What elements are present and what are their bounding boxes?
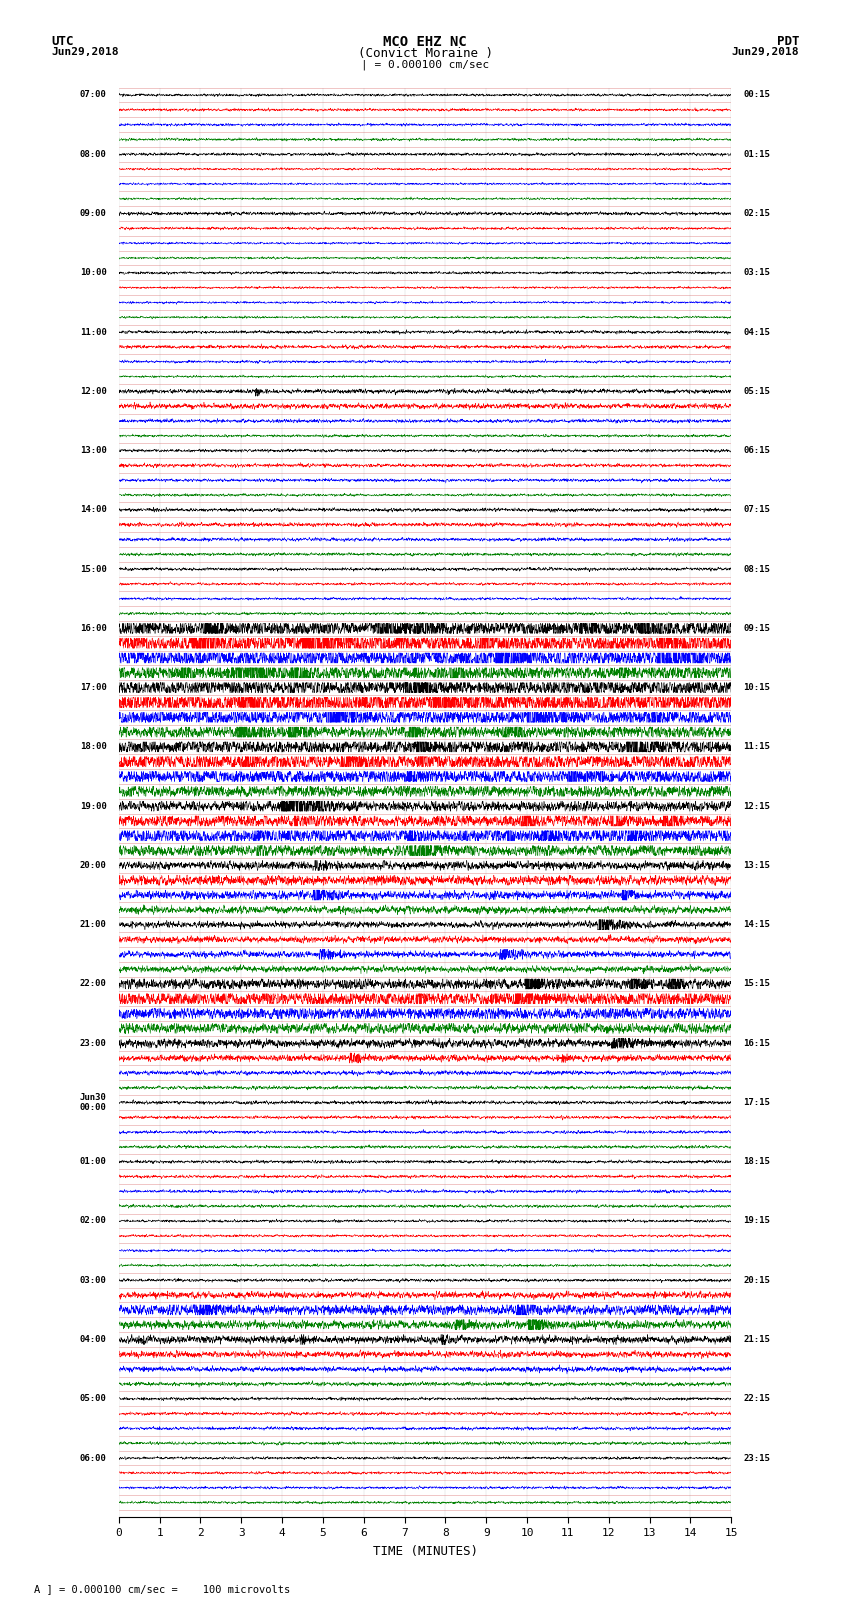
Text: 04:15: 04:15 bbox=[744, 327, 770, 337]
Text: 14:15: 14:15 bbox=[744, 919, 770, 929]
Text: | = 0.000100 cm/sec: | = 0.000100 cm/sec bbox=[361, 60, 489, 71]
Text: 02:00: 02:00 bbox=[80, 1216, 106, 1226]
Text: 03:00: 03:00 bbox=[80, 1276, 106, 1286]
Text: 11:15: 11:15 bbox=[744, 742, 770, 752]
Text: 16:00: 16:00 bbox=[80, 624, 106, 632]
Text: MCO EHZ NC: MCO EHZ NC bbox=[383, 35, 467, 50]
Text: 07:00: 07:00 bbox=[80, 90, 106, 100]
Text: 13:00: 13:00 bbox=[80, 447, 106, 455]
Text: 09:00: 09:00 bbox=[80, 210, 106, 218]
Text: 20:00: 20:00 bbox=[80, 861, 106, 869]
Text: 07:15: 07:15 bbox=[744, 505, 770, 515]
Text: 11:00: 11:00 bbox=[80, 327, 106, 337]
Text: 05:15: 05:15 bbox=[744, 387, 770, 395]
Text: 18:00: 18:00 bbox=[80, 742, 106, 752]
Text: 15:00: 15:00 bbox=[80, 565, 106, 574]
Text: 06:15: 06:15 bbox=[744, 447, 770, 455]
Text: 10:15: 10:15 bbox=[744, 684, 770, 692]
Text: 23:15: 23:15 bbox=[744, 1453, 770, 1463]
Text: 08:15: 08:15 bbox=[744, 565, 770, 574]
Text: (Convict Moraine ): (Convict Moraine ) bbox=[358, 47, 492, 60]
Text: 13:15: 13:15 bbox=[744, 861, 770, 869]
Text: 03:15: 03:15 bbox=[744, 268, 770, 277]
Text: 09:15: 09:15 bbox=[744, 624, 770, 632]
Text: Jun29,2018: Jun29,2018 bbox=[732, 47, 799, 56]
Text: 17:00: 17:00 bbox=[80, 684, 106, 692]
Text: 21:15: 21:15 bbox=[744, 1336, 770, 1344]
Text: 18:15: 18:15 bbox=[744, 1157, 770, 1166]
Text: A ] = 0.000100 cm/sec =    100 microvolts: A ] = 0.000100 cm/sec = 100 microvolts bbox=[34, 1584, 290, 1594]
Text: Jun29,2018: Jun29,2018 bbox=[51, 47, 118, 56]
Text: 04:00: 04:00 bbox=[80, 1336, 106, 1344]
Text: 15:15: 15:15 bbox=[744, 979, 770, 989]
Text: UTC: UTC bbox=[51, 35, 73, 48]
Text: 01:15: 01:15 bbox=[744, 150, 770, 158]
Text: 08:00: 08:00 bbox=[80, 150, 106, 158]
Text: 14:00: 14:00 bbox=[80, 505, 106, 515]
Text: 17:15: 17:15 bbox=[744, 1098, 770, 1107]
Text: 12:00: 12:00 bbox=[80, 387, 106, 395]
Text: 16:15: 16:15 bbox=[744, 1039, 770, 1048]
Text: PDT: PDT bbox=[777, 35, 799, 48]
Text: 21:00: 21:00 bbox=[80, 919, 106, 929]
Text: 06:00: 06:00 bbox=[80, 1453, 106, 1463]
Text: Jun30
00:00: Jun30 00:00 bbox=[80, 1092, 106, 1113]
Text: 01:00: 01:00 bbox=[80, 1157, 106, 1166]
Text: 20:15: 20:15 bbox=[744, 1276, 770, 1286]
Text: 10:00: 10:00 bbox=[80, 268, 106, 277]
Text: 02:15: 02:15 bbox=[744, 210, 770, 218]
Text: 22:15: 22:15 bbox=[744, 1394, 770, 1403]
X-axis label: TIME (MINUTES): TIME (MINUTES) bbox=[372, 1545, 478, 1558]
Text: 23:00: 23:00 bbox=[80, 1039, 106, 1048]
Text: 22:00: 22:00 bbox=[80, 979, 106, 989]
Text: 00:15: 00:15 bbox=[744, 90, 770, 100]
Text: 19:15: 19:15 bbox=[744, 1216, 770, 1226]
Text: 12:15: 12:15 bbox=[744, 802, 770, 811]
Text: 19:00: 19:00 bbox=[80, 802, 106, 811]
Text: 05:00: 05:00 bbox=[80, 1394, 106, 1403]
